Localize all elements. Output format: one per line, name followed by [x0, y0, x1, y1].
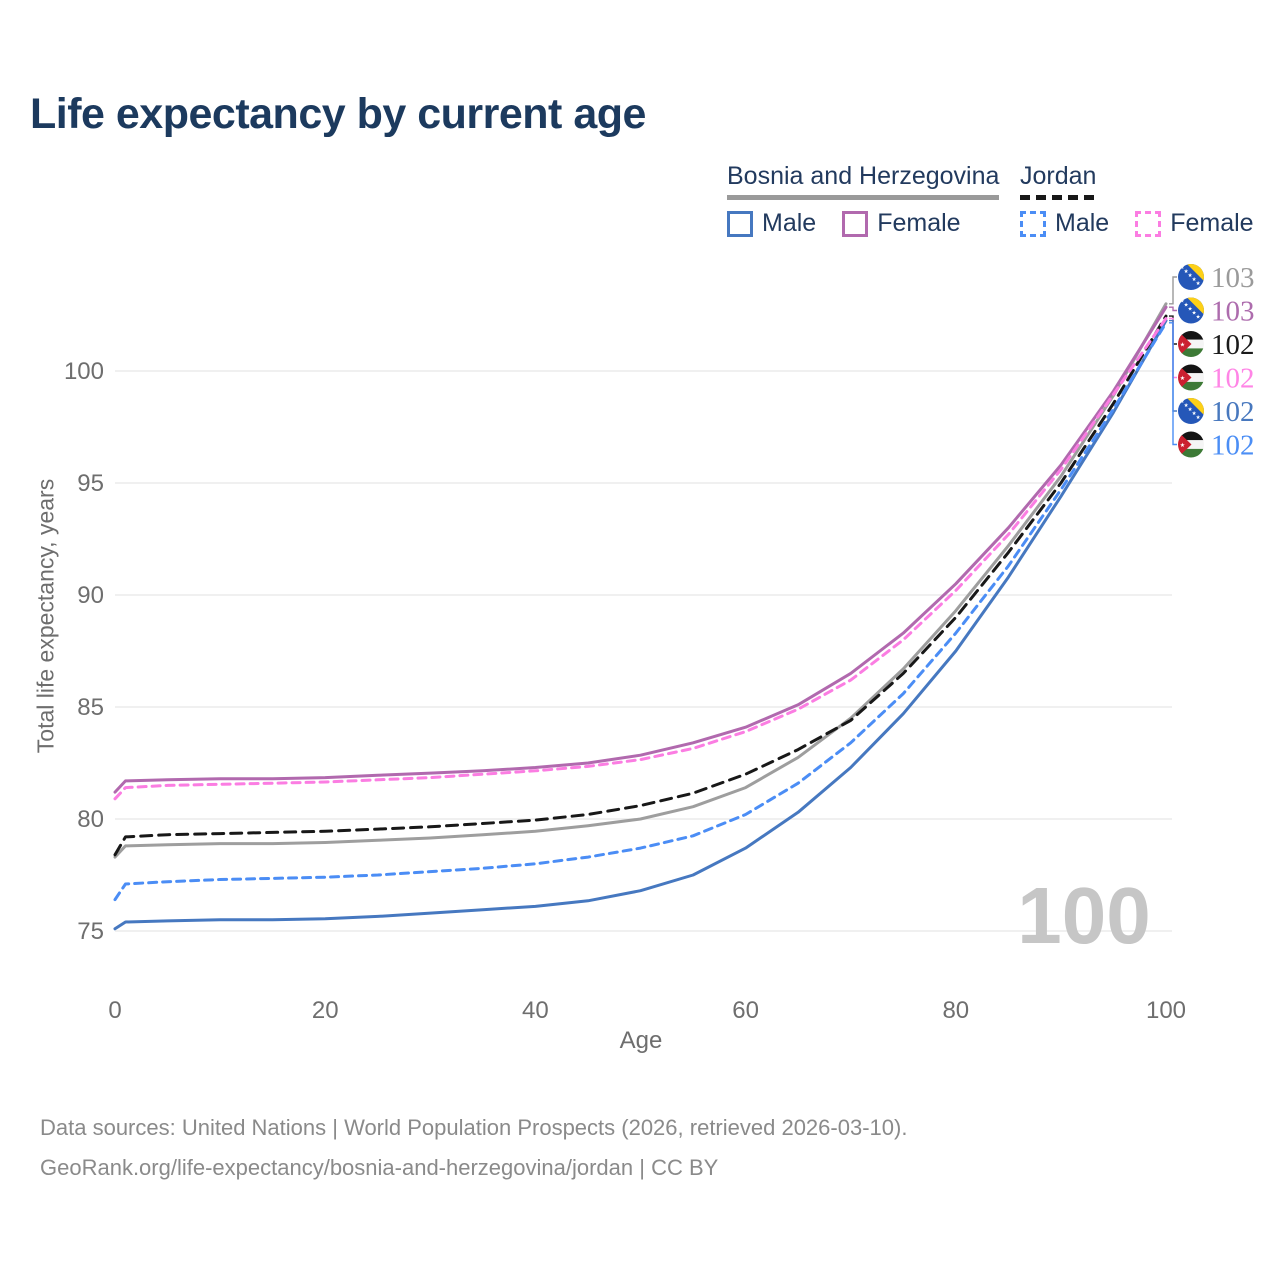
end-label-value-jordan-female: 102 [1211, 363, 1255, 395]
legend-swatch-bosnia-female[interactable] [842, 210, 869, 237]
series-line-jordan-total[interactable] [113, 314, 1168, 857]
legend-label-bosnia-female: Female [877, 209, 961, 237]
legend-group-title-jordan: Jordan [1020, 162, 1097, 190]
y-tick-label: 75 [77, 918, 104, 945]
x-tick-label: 80 [942, 997, 969, 1024]
x-axis-title: Age [619, 1027, 663, 1054]
legend-group-jordan: Jordan Male Female [1020, 162, 1280, 238]
y-tick-label: 95 [77, 470, 104, 497]
end-label-leader-bosnia-total [1169, 276, 1177, 305]
series-line-bosnia-female[interactable] [113, 305, 1168, 794]
x-tick-label: 20 [312, 997, 339, 1024]
legend-label-jordan-male: Male [1055, 209, 1110, 237]
y-tick-label: 85 [77, 694, 104, 721]
end-label-value-bosnia-female: 103 [1211, 296, 1255, 328]
legend-label-bosnia-male: Male [762, 209, 817, 237]
jordan-flag-icon [1178, 432, 1204, 458]
legend-line-sample-dashed [1020, 195, 1097, 200]
series-line-jordan-female[interactable] [113, 316, 1168, 801]
source-attribution: Data sources: United Nations | World Pop… [40, 1108, 907, 1188]
x-tick-label: 100 [1146, 997, 1186, 1024]
series-line-jordan-male[interactable] [113, 321, 1168, 902]
source-line-2: GeoRank.org/life-expectancy/bosnia-and-h… [40, 1155, 719, 1180]
end-label-value-jordan-male: 102 [1211, 430, 1255, 462]
bosnia-flag-icon [1178, 261, 1205, 290]
bosnia-flag-icon [1178, 295, 1205, 324]
age-watermark: 100 [1017, 871, 1150, 960]
x-tick-label: 0 [108, 997, 121, 1024]
legend-swatch-jordan-female[interactable] [1135, 210, 1162, 237]
legend-swatch-bosnia-male[interactable] [727, 210, 753, 237]
y-tick-label: 80 [77, 806, 104, 833]
legend-group-bosnia: Bosnia and Herzegovina Male Female [727, 162, 1000, 238]
legend-label-jordan-female: Female [1170, 209, 1254, 237]
series-line-bosnia-total[interactable] [113, 302, 1168, 859]
legend-swatch-jordan-male[interactable] [1020, 210, 1046, 237]
end-label-value-bosnia-total: 103 [1211, 262, 1255, 294]
page-title: Life expectancy by current age [30, 90, 646, 138]
y-tick-label: 90 [77, 582, 104, 609]
jordan-flag-icon [1178, 331, 1204, 357]
y-tick-label: 100 [64, 358, 104, 385]
x-tick-label: 60 [732, 997, 759, 1024]
end-label-value-jordan-total: 102 [1211, 329, 1255, 361]
end-label-value-bosnia-male: 102 [1211, 396, 1255, 428]
series-line-bosnia-male[interactable] [113, 319, 1168, 931]
bosnia-flag-icon [1178, 395, 1205, 424]
source-line-1: Data sources: United Nations | World Pop… [40, 1115, 908, 1140]
x-tick-label: 40 [522, 997, 549, 1024]
jordan-flag-icon [1178, 365, 1204, 391]
legend-line-sample-solid [727, 195, 1000, 200]
life-expectancy-chart: ★ ★ ★ ★ ★ ★ 100 [64, 261, 1255, 1024]
legend-group-title-bosnia: Bosnia and Herzegovina [727, 162, 1000, 190]
end-label-leader-jordan-male [1169, 322, 1177, 446]
end-label-leader-bosnia-female [1169, 306, 1177, 312]
